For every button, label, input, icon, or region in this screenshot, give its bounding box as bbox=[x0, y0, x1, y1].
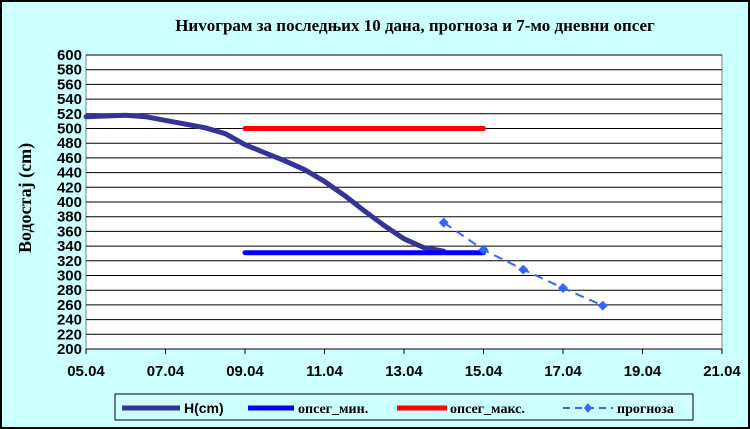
y-tick-340: 340 bbox=[57, 238, 82, 255]
y-tick-360: 360 bbox=[57, 223, 82, 240]
y-tick-520: 520 bbox=[57, 106, 82, 123]
forecast-point-4 bbox=[597, 300, 608, 311]
y-tick-500: 500 bbox=[57, 121, 82, 138]
x-tick-13.04: 13.04 bbox=[385, 363, 423, 380]
y-axis-label: Водостај (cm) bbox=[15, 143, 36, 253]
grid-lines bbox=[85, 54, 723, 354]
y-tick-420: 420 bbox=[57, 179, 82, 196]
forecast-point-0 bbox=[438, 217, 449, 228]
forecast-point-2 bbox=[518, 264, 529, 275]
legend-label-min: опсег_мин. bbox=[298, 402, 368, 417]
legend-label-max: опсег_макс. bbox=[450, 402, 525, 417]
y-tick-400: 400 bbox=[57, 194, 82, 211]
y-tick-380: 380 bbox=[57, 209, 82, 226]
forecast-point-1 bbox=[478, 244, 489, 255]
legend-label-h: H(cm) bbox=[184, 400, 224, 416]
y-tick-320: 320 bbox=[57, 253, 82, 270]
y-tick-240: 240 bbox=[57, 312, 82, 329]
legend: H(cm) опсег_мин. опсег_макс. прогноза bbox=[114, 393, 694, 421]
y-tick-280: 280 bbox=[57, 282, 82, 299]
y-tick-600: 600 bbox=[57, 47, 82, 64]
y-tick-540: 540 bbox=[57, 91, 82, 108]
legend-label-forecast: прогноза bbox=[617, 402, 674, 417]
x-tick-labels: 05.04 07.04 09.04 11.04 13.04 15.04 17.04 19.04… bbox=[67, 363, 741, 380]
y-tick-200: 200 bbox=[57, 341, 82, 358]
x-tick-17.04: 17.04 bbox=[544, 363, 582, 380]
y-tick-580: 580 bbox=[57, 62, 82, 79]
x-tick-15.04: 15.04 bbox=[465, 363, 503, 380]
legend-marker-forecast bbox=[584, 403, 592, 413]
y-tick-460: 460 bbox=[57, 150, 82, 167]
y-tick-560: 560 bbox=[57, 76, 82, 93]
y-tick-220: 220 bbox=[57, 326, 82, 343]
series-group bbox=[83, 112, 608, 311]
y-tick-300: 300 bbox=[57, 268, 82, 285]
x-tick-09.04: 09.04 bbox=[226, 363, 264, 380]
forecast-point-3 bbox=[558, 282, 568, 293]
x-tick-05.04: 05.04 bbox=[67, 363, 105, 380]
series-h-line bbox=[83, 112, 447, 254]
x-tick-11.04: 11.04 bbox=[306, 363, 343, 380]
y-tick-260: 260 bbox=[57, 297, 82, 314]
x-tick-21.04: 21.04 bbox=[703, 363, 741, 380]
y-tick-480: 480 bbox=[57, 135, 82, 152]
x-tick-19.04: 19.04 bbox=[624, 363, 662, 380]
x-tick-07.04: 07.04 bbox=[147, 363, 185, 380]
chart-title: Ниvограм за последњих 10 дана, прогноза … bbox=[175, 16, 655, 35]
y-tick-440: 440 bbox=[57, 165, 82, 182]
y-tick-labels: 2002202402602803003203403603804004204404… bbox=[57, 47, 82, 358]
